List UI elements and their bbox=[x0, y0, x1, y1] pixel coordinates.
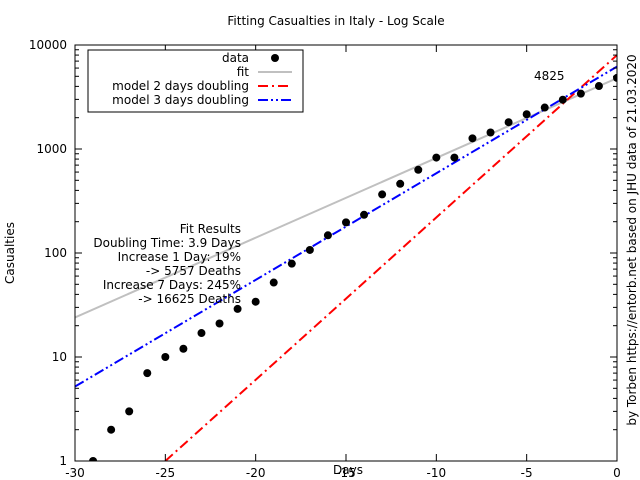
series-line-model-3-days-doubling bbox=[75, 65, 617, 388]
data-point bbox=[558, 95, 567, 104]
fit-results-line: Doubling Time: 3.9 Days bbox=[93, 236, 241, 250]
data-point bbox=[540, 103, 549, 112]
legend-marker-data bbox=[271, 54, 279, 62]
x-tick-label: -30 bbox=[65, 466, 85, 480]
data-point bbox=[215, 319, 224, 328]
legend-label-model3: model 3 days doubling bbox=[112, 93, 249, 107]
y-tick-label: 10000 bbox=[29, 38, 67, 52]
fit-results: Fit Results Doubling Time: 3.9 Days Incr… bbox=[93, 222, 241, 306]
y-tick-label: 100 bbox=[44, 246, 67, 260]
fit-results-line: -> 16625 Deaths bbox=[138, 292, 241, 306]
data-point bbox=[143, 369, 152, 378]
x-axis-label: Days bbox=[333, 463, 363, 477]
data-point bbox=[486, 128, 495, 137]
legend: data fit model 2 days doubling model 3 d… bbox=[87, 49, 304, 113]
data-point bbox=[179, 344, 188, 353]
y-axis-label: Casualties bbox=[3, 222, 17, 284]
x-tick-label: -10 bbox=[427, 466, 447, 480]
data-point bbox=[305, 245, 314, 254]
x-tick-label: 0 bbox=[613, 466, 621, 480]
y-tick-label: 1 bbox=[59, 454, 67, 468]
data-point bbox=[233, 304, 242, 313]
data-point bbox=[378, 190, 387, 199]
fit-results-heading: Fit Results bbox=[180, 222, 241, 236]
data-point bbox=[125, 407, 134, 416]
series-line-model-2-days-doubling bbox=[164, 54, 617, 461]
legend-label-data: data bbox=[222, 51, 249, 65]
value-annotation: 4825 bbox=[534, 69, 565, 83]
data-point bbox=[360, 210, 369, 219]
data-point bbox=[522, 110, 531, 119]
data-point bbox=[504, 118, 513, 127]
plot-frame bbox=[74, 44, 618, 462]
data-point bbox=[269, 278, 278, 287]
chart-title: Fitting Casualties in Italy - Log Scale bbox=[227, 14, 444, 28]
data-point bbox=[197, 329, 206, 338]
data-point bbox=[161, 353, 170, 361]
data-point bbox=[89, 457, 98, 461]
y-tick-label: 1000 bbox=[36, 142, 67, 156]
data-point bbox=[251, 297, 260, 306]
legend-box bbox=[87, 49, 304, 113]
x-tick-label: -20 bbox=[246, 466, 266, 480]
x-tick-label: -15 bbox=[336, 466, 356, 480]
data-point bbox=[342, 218, 350, 227]
data-point bbox=[414, 165, 423, 174]
data-point bbox=[396, 179, 405, 188]
data-point bbox=[594, 82, 603, 91]
x-tick-label: -5 bbox=[521, 466, 533, 480]
data-point bbox=[450, 153, 459, 162]
x-tick-label: -25 bbox=[156, 466, 176, 480]
fit-results-line: Increase 7 Days: 245% bbox=[103, 278, 241, 292]
data-point bbox=[468, 134, 477, 143]
fit-results-line: Increase 1 Day: 19% bbox=[118, 250, 241, 264]
side-note: by Torben https://entorb.net based on JH… bbox=[625, 54, 639, 425]
legend-label-model2: model 2 days doubling bbox=[112, 79, 249, 93]
fit-results-line: -> 5757 Deaths bbox=[146, 264, 241, 278]
y-tick-label: 10 bbox=[52, 350, 67, 364]
data-point bbox=[576, 89, 585, 98]
data-point bbox=[287, 259, 296, 268]
data-point bbox=[107, 425, 116, 434]
data-point bbox=[323, 231, 332, 240]
legend-label-fit: fit bbox=[237, 65, 250, 79]
data-point bbox=[432, 153, 441, 162]
